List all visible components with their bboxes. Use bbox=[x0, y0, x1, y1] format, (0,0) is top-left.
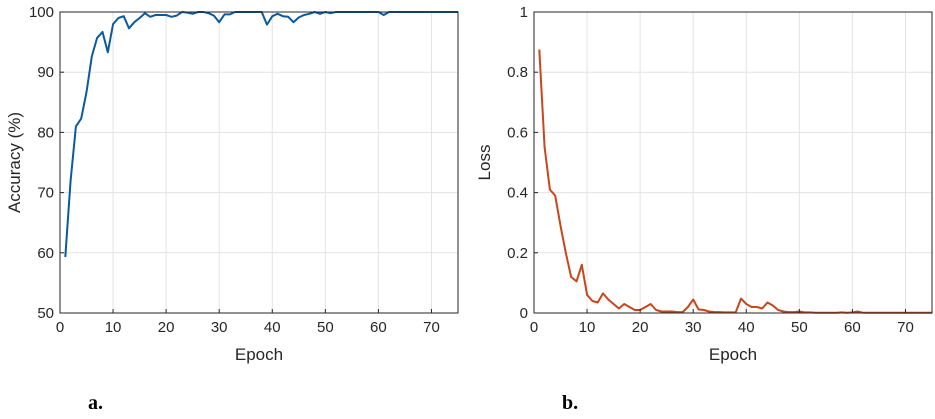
panel-label-b: b. bbox=[562, 392, 579, 414]
x-tick-label: 20 bbox=[632, 319, 649, 336]
y-tick-label: 0.2 bbox=[507, 245, 528, 262]
y-tick-label: 50 bbox=[37, 305, 54, 322]
x-tick-label: 0 bbox=[530, 319, 538, 336]
x-tick-label: 30 bbox=[685, 319, 702, 336]
accuracy-chart: 0 10 20 30 40 50 60 70 50 60 70 80 90 100 Epoch Accurac… bbox=[5, 4, 459, 364]
x-tick-label: 40 bbox=[264, 319, 281, 336]
series-line bbox=[538, 49, 932, 314]
x-tick-label: 10 bbox=[105, 319, 122, 336]
x-tick-label: 50 bbox=[317, 319, 334, 336]
x-tick-label: 30 bbox=[211, 319, 228, 336]
x-tick-label: 0 bbox=[56, 319, 64, 336]
x-tick-label: 70 bbox=[897, 319, 914, 336]
y-tick-label: 90 bbox=[37, 64, 54, 81]
y-axis-label: Loss bbox=[475, 145, 494, 181]
x-tick-label: 10 bbox=[579, 319, 596, 336]
y-tick-label: 100 bbox=[29, 4, 54, 21]
y-tick-label: 60 bbox=[37, 245, 54, 262]
y-tick-label: 0 bbox=[520, 305, 528, 322]
x-tick-label: 70 bbox=[423, 319, 440, 336]
y-tick-label: 0.8 bbox=[507, 64, 528, 81]
y-tick-label: 0.6 bbox=[507, 124, 528, 141]
loss-chart: 0 10 20 30 40 50 60 70 0 0.2 0.4 0.6 0.8 1 Epoch Loss bbox=[475, 4, 933, 364]
y-tick-label: 80 bbox=[37, 124, 54, 141]
x-tick-label: 60 bbox=[370, 319, 387, 336]
series-line bbox=[64, 11, 458, 258]
x-tick-label: 50 bbox=[791, 319, 808, 336]
x-tick-label: 60 bbox=[844, 319, 861, 336]
axes-box bbox=[533, 11, 933, 314]
x-tick-label: 20 bbox=[158, 319, 175, 336]
y-axis-label: Accuracy (%) bbox=[5, 112, 24, 213]
y-tick-label: 70 bbox=[37, 185, 54, 202]
y-tick-label: 0.4 bbox=[507, 185, 528, 202]
x-axis-label: Epoch bbox=[235, 345, 283, 364]
panel-label-a: a. bbox=[88, 392, 103, 414]
axes-box bbox=[59, 11, 459, 314]
x-tick-label: 40 bbox=[738, 319, 755, 336]
x-axis-label: Epoch bbox=[709, 345, 757, 364]
y-tick-label: 1 bbox=[520, 4, 528, 21]
